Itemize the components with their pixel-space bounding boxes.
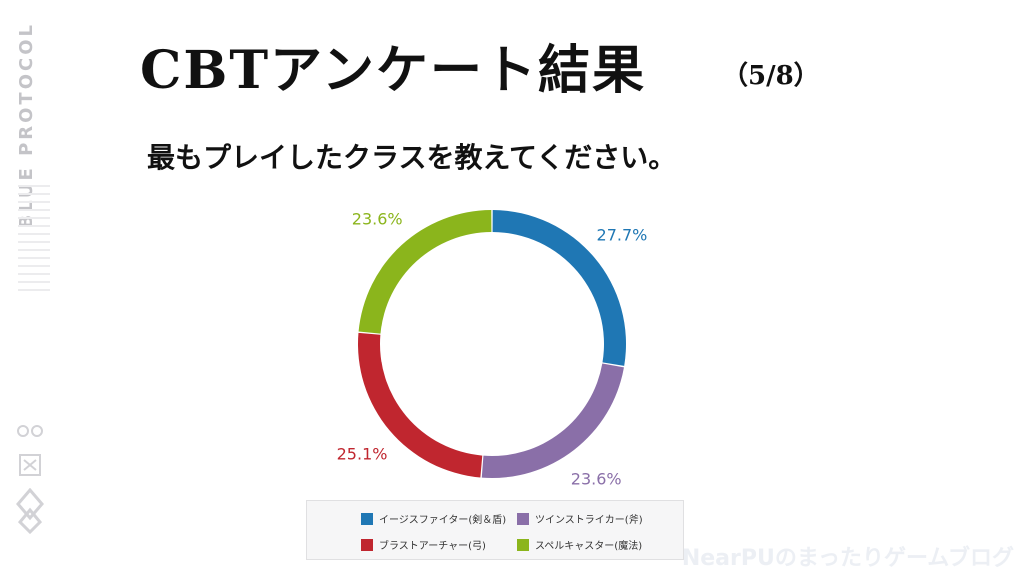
donut-slice-1 — [492, 210, 626, 366]
emblem-icon — [17, 425, 43, 437]
legend-label: ツインストライカー(斧) — [535, 515, 643, 526]
legend-swatch — [517, 538, 529, 551]
side-brand-strip: BLUE PROTOCOL — [0, 0, 58, 576]
survey-question: 最もプレイしたクラスを教えてください。 — [147, 141, 677, 174]
legend-label: スペルキャスター(魔法) — [535, 541, 643, 552]
side-decoration-lines — [18, 185, 50, 297]
donut-chart: 27.7% 23.6% 25.1% 23.6% — [337, 210, 648, 489]
page-title: CBTアンケート結果 — [140, 40, 646, 101]
legend-item-twin-striker: ツインストライカー(斧) — [517, 511, 643, 526]
slice-label-2: 23.6% — [571, 469, 622, 488]
legend-label: イージスファイター(剣＆盾) — [379, 515, 507, 526]
legend-item-aegis-fighter: イージスファイター(剣＆盾) — [361, 511, 506, 526]
slice-label-4: 23.6% — [352, 210, 403, 229]
donut-slice-4 — [358, 210, 492, 334]
chart-legend: イージスファイター(剣＆盾) ツインストライカー(斧) ブラストアーチャー(弓)… — [306, 500, 684, 560]
donut-slice-3 — [358, 332, 483, 478]
page-indicator: （5/8） — [722, 61, 820, 91]
legend-swatch — [361, 538, 373, 551]
legend-item-spell-caster: スペルキャスター(魔法) — [517, 537, 642, 552]
crest-icon — [19, 454, 41, 476]
legend-label: ブラストアーチャー(弓) — [379, 541, 486, 552]
legend-item-blast-archer: ブラストアーチャー(弓) — [361, 537, 486, 552]
slice-label-3: 25.1% — [337, 445, 388, 464]
blog-watermark: NearPUのまったりゲームブログ — [681, 546, 1014, 571]
legend-swatch — [517, 512, 529, 525]
side-emblems — [16, 420, 46, 544]
protocol-logo-icon — [16, 488, 44, 534]
donut-slice-2 — [481, 363, 624, 478]
slice-label-1: 27.7% — [597, 225, 648, 244]
legend-swatch — [361, 512, 373, 525]
